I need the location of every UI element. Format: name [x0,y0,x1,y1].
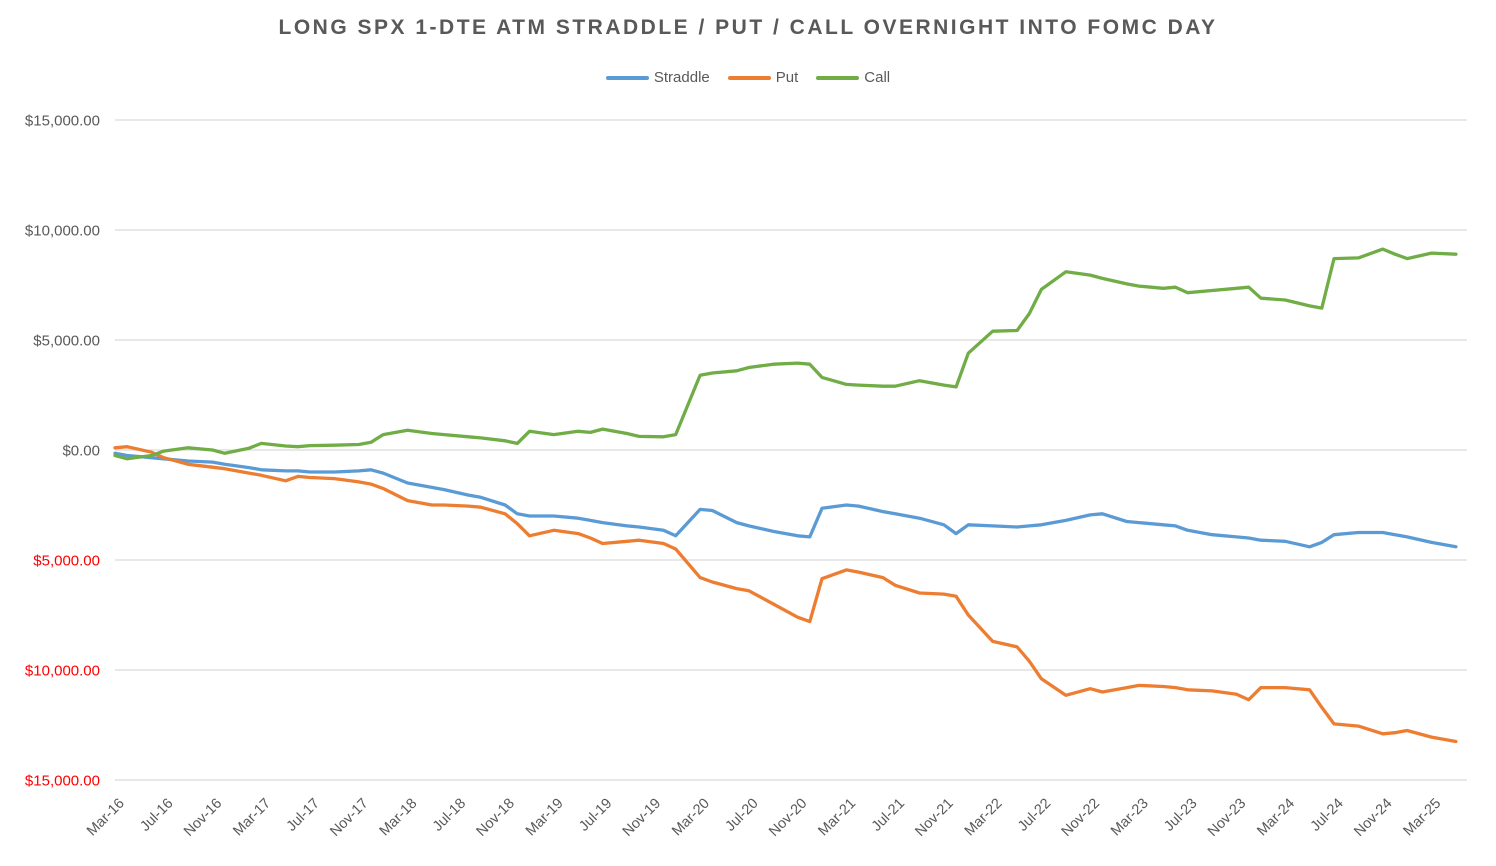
series-line-call [113,247,1458,461]
x-axis-tick-label: Jul-20 [722,796,761,835]
x-axis-tick-label: Mar-22 [962,796,1006,840]
x-axis-tick-label: Mar-18 [377,796,421,840]
x-axis-tick-label: Mar-20 [669,796,713,840]
x-axis-tick-label: Jul-21 [869,796,908,835]
legend-label: Put [775,69,799,86]
x-axis-tick-label: Mar-23 [1108,796,1152,840]
y-axis-tick-label: $5,000.00 [33,553,100,570]
legend-item-call: Call [816,69,890,86]
legend-label: Call [864,69,891,86]
x-axis-tick-label: Mar-19 [523,796,567,840]
legend-label: Straddle [653,69,710,86]
series-line-put [113,445,1458,744]
x-axis-tick-label: Jul-17 [284,796,323,835]
x-axis-tick-label: Mar-21 [815,796,859,840]
x-axis-tick-label: Jul-16 [137,796,176,835]
y-axis-tick-label: $10,000.00 [25,663,100,680]
x-axis-tick-label: Jul-23 [1161,796,1200,835]
call-line-swatch-icon [816,75,860,80]
x-axis-tick-label: Nov-24 [1351,796,1395,840]
straddle-line-swatch-icon [605,75,649,80]
x-axis-tick-label: Nov-22 [1059,796,1103,840]
series-line-straddle [113,451,1458,549]
y-axis-tick-label: $5,000.00 [33,333,100,350]
chart-title: LONG SPX 1-DTE ATM STRADDLE / PUT / CALL… [278,16,1218,39]
x-axis-tick-label: Nov-17 [327,796,371,840]
y-axis-tick-label: $15,000.00 [25,113,100,130]
x-axis-tick-label: Jul-19 [576,796,615,835]
x-axis-tick-label: Mar-16 [84,796,128,840]
x-axis-tick-label: Jul-18 [430,796,469,835]
x-axis-tick-label: Nov-18 [474,796,518,840]
legend-item-put: Put [727,69,799,86]
x-axis-tick-label: Jul-24 [1308,796,1347,835]
x-axis-tick-label: Nov-23 [1205,796,1249,840]
chart-legend: Straddle Put Call [0,69,1496,86]
x-axis-tick-label: Nov-19 [620,796,664,840]
y-axis-tick-label: $0.00 [62,443,100,460]
x-axis-tick-label: Mar-17 [230,796,274,840]
legend-item-straddle: Straddle [605,69,710,86]
x-axis-tick-label: Mar-24 [1254,796,1298,840]
x-axis-tick-label: Nov-20 [766,796,810,840]
x-axis-tick-label: Jul-22 [1015,796,1054,835]
x-axis-tick-label: Nov-21 [912,796,956,840]
y-axis-tick-label: $10,000.00 [25,223,100,240]
y-axis-tick-label: $15,000.00 [25,773,100,790]
put-line-swatch-icon [727,75,771,80]
x-axis-tick-label: Nov-16 [181,796,225,840]
x-axis-tick-label: Mar-25 [1401,796,1445,840]
